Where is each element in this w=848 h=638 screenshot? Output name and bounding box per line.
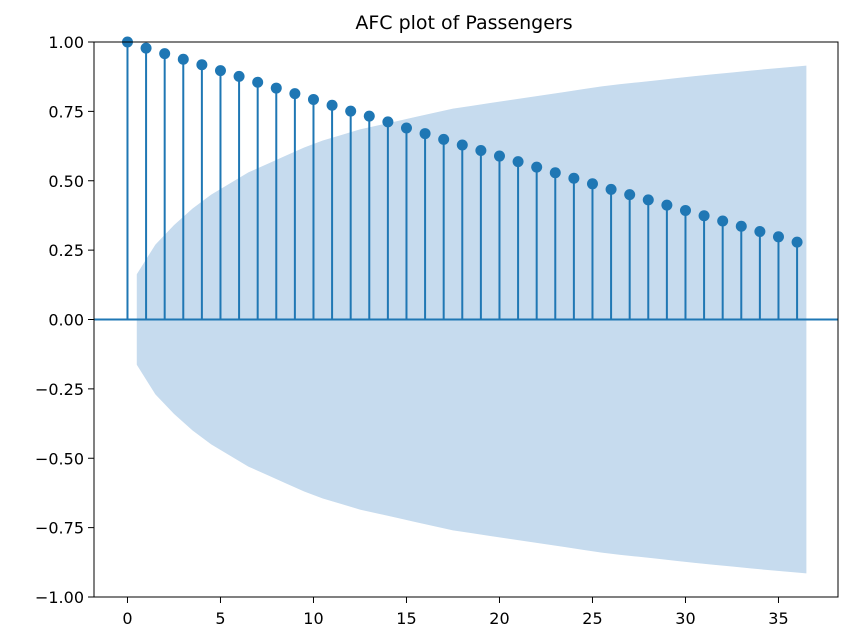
acf-point [307, 93, 319, 105]
acf-point [233, 70, 245, 82]
acf-point [289, 88, 301, 100]
x-tick-label: 10 [303, 609, 323, 628]
acf-point [382, 116, 394, 128]
acf-point [586, 178, 598, 190]
acf-point [326, 99, 338, 111]
acf-point [475, 145, 487, 157]
acf-point [456, 139, 468, 151]
y-tick-label: −0.50 [35, 449, 84, 468]
acf-point [605, 183, 617, 195]
acf-point [624, 189, 636, 201]
acf-point [196, 59, 208, 71]
acf-point [438, 133, 450, 145]
acf-point [214, 65, 226, 77]
acf-point [512, 156, 524, 168]
x-tick-label: 35 [768, 609, 788, 628]
acf-point [531, 161, 543, 173]
x-tick-label: 0 [122, 609, 132, 628]
acf-point [568, 172, 580, 184]
acf-point [717, 215, 729, 227]
acf-point [679, 204, 691, 216]
x-tick-label: 25 [582, 609, 602, 628]
acf-point [363, 110, 375, 122]
acf-point [252, 76, 264, 88]
y-tick-label: 0.75 [48, 102, 84, 121]
acf-point [754, 226, 766, 238]
acf-point [270, 82, 282, 94]
acf-point [791, 236, 803, 248]
acf-point [345, 105, 357, 117]
acf-point [735, 220, 747, 232]
acf-point [493, 150, 505, 162]
y-tick-label: −0.25 [35, 380, 84, 399]
acf-point [772, 231, 784, 243]
y-axis-ticks: 1.00 0.75 0.50 0.25 0.00 −0.25 −0.50 −0.75 −1.00 [35, 33, 94, 607]
acf-point [159, 48, 171, 60]
y-tick-label: 1.00 [48, 33, 84, 52]
acf-point [419, 128, 431, 140]
acf-point [642, 194, 654, 206]
acf-point [549, 167, 561, 179]
y-tick-label: −1.00 [35, 588, 84, 607]
y-tick-label: 0.00 [48, 311, 84, 330]
acf-point [698, 210, 710, 222]
x-tick-label: 30 [675, 609, 695, 628]
x-tick-label: 20 [489, 609, 509, 628]
acf-point [400, 122, 412, 134]
acf-point [661, 199, 673, 211]
acf-point [140, 42, 152, 54]
y-tick-label: −0.75 [35, 519, 84, 538]
chart-title: AFC plot of Passengers [355, 12, 572, 34]
acf-point [177, 53, 189, 65]
y-tick-label: 0.25 [48, 241, 84, 260]
x-axis-ticks: 0 5 10 15 20 25 30 35 [122, 597, 789, 628]
stem-layer [94, 36, 838, 321]
x-tick-label: 15 [396, 609, 416, 628]
y-tick-label: 0.50 [48, 172, 84, 191]
x-tick-label: 5 [215, 609, 225, 628]
